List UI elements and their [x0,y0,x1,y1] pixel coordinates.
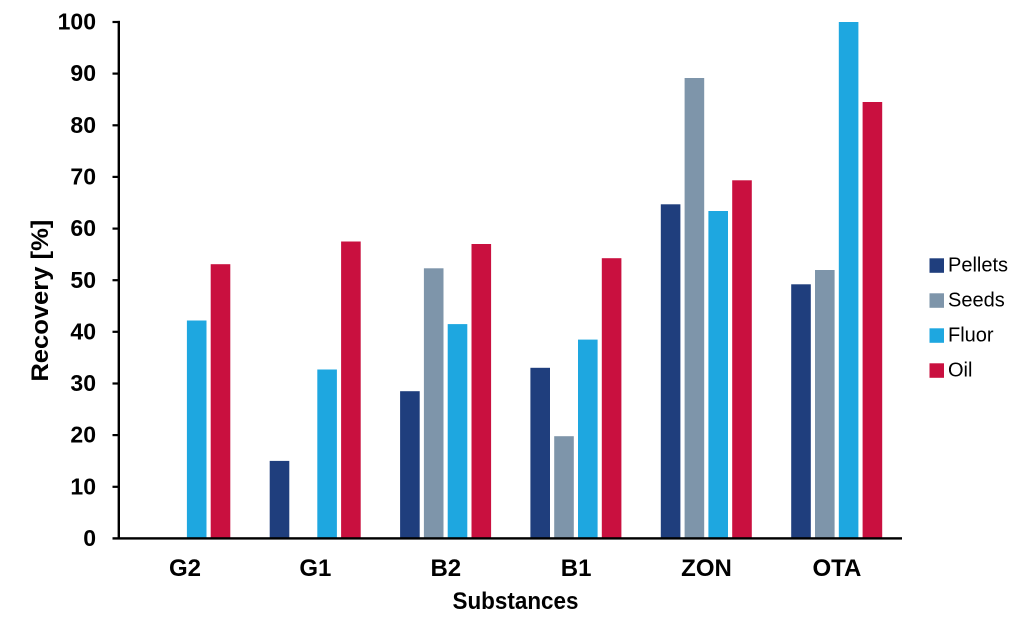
svg-text:Seeds: Seeds [948,290,1005,312]
svg-text:60: 60 [70,215,96,241]
svg-text:Pellets: Pellets [948,255,1008,277]
svg-text:Oil: Oil [948,360,972,382]
svg-text:G1: G1 [299,555,331,582]
svg-text:90: 90 [70,60,96,86]
svg-text:50: 50 [70,267,96,293]
svg-text:B2: B2 [430,555,461,582]
svg-text:G2: G2 [169,555,201,582]
svg-text:B1: B1 [561,555,592,582]
svg-text:ZON: ZON [681,555,732,582]
svg-text:Fluor: Fluor [948,325,994,347]
svg-text:OTA: OTA [812,555,861,582]
svg-text:30: 30 [70,370,96,396]
svg-text:70: 70 [70,164,96,190]
svg-text:40: 40 [70,318,96,344]
svg-text:100: 100 [58,9,96,35]
svg-text:80: 80 [70,112,96,138]
svg-text:Substances: Substances [453,588,579,615]
svg-text:0: 0 [83,525,96,551]
svg-text:Recovery [%]: Recovery [%] [27,220,54,382]
svg-text:10: 10 [70,473,96,499]
svg-text:20: 20 [70,422,96,448]
